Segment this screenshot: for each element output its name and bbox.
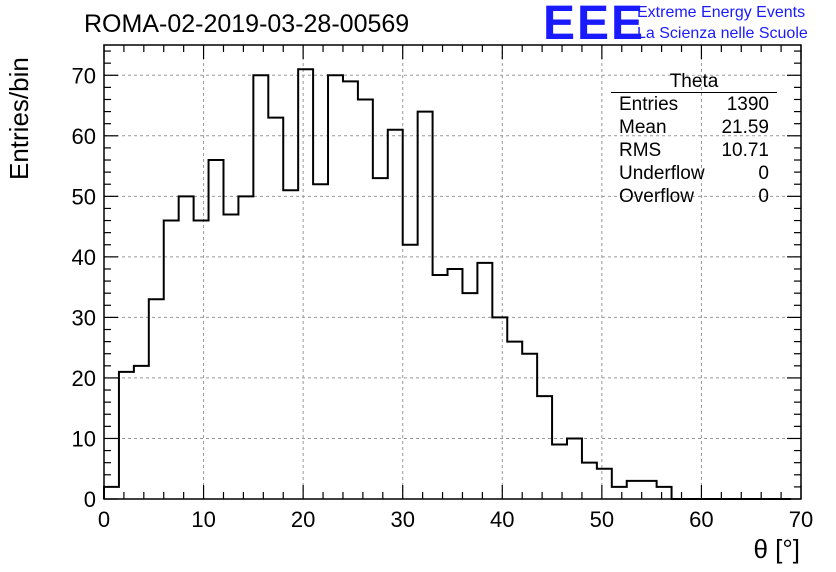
x-tick-label: 50 [590, 507, 614, 532]
eee-logo: EEE [543, 0, 646, 50]
stats-row-overflow: Overflow 0 [611, 185, 777, 208]
y-tick-label: 0 [84, 487, 96, 512]
y-tick-label: 30 [72, 305, 96, 330]
stats-value: 1390 [726, 94, 769, 115]
stats-value: 10.71 [721, 140, 769, 161]
y-tick-label: 70 [72, 63, 96, 88]
histogram-series [103, 68, 792, 500]
stats-box: Theta Entries 1390 Mean 21.59 RMS 10.71 … [611, 72, 777, 208]
stats-label: Overflow [619, 186, 694, 207]
stats-value: 0 [758, 186, 769, 207]
y-axis-label: Entries/bin [4, 57, 34, 180]
x-tick-label: 30 [390, 507, 414, 532]
stats-label: Entries [619, 94, 679, 115]
y-tick-label: 60 [72, 124, 96, 149]
stats-label: Mean [619, 117, 667, 138]
x-tick-label: 10 [191, 507, 215, 532]
stats-row-underflow: Underflow 0 [611, 162, 777, 185]
plot-frame [103, 44, 802, 500]
stats-value: 21.59 [721, 117, 769, 138]
stats-row-mean: Mean 21.59 [611, 116, 777, 139]
stats-label: Underflow [619, 163, 705, 184]
stats-row-entries: Entries 1390 [611, 93, 777, 116]
logo-line-2: La Scienza nelle Scuole [637, 25, 808, 42]
y-tick-label: 40 [72, 245, 96, 270]
x-tick-label: 20 [291, 507, 315, 532]
x-axis-label: θ [°] [753, 534, 800, 564]
stats-value: 0 [758, 163, 769, 184]
x-tick-label: 40 [490, 507, 514, 532]
stats-title: Theta [611, 72, 777, 93]
x-tick-label: 0 [98, 507, 110, 532]
x-tick-label: 60 [689, 507, 713, 532]
x-tick-label: 70 [789, 507, 813, 532]
chart-title: ROMA-02-2019-03-28-00569 [84, 10, 410, 38]
logo-line-1: Extreme Energy Events [637, 4, 806, 21]
y-tick-label: 10 [72, 426, 96, 451]
y-tick-label: 20 [72, 366, 96, 391]
stats-label: RMS [619, 140, 662, 161]
y-tick-label: 50 [72, 184, 96, 209]
stats-row-rms: RMS 10.71 [611, 139, 777, 162]
